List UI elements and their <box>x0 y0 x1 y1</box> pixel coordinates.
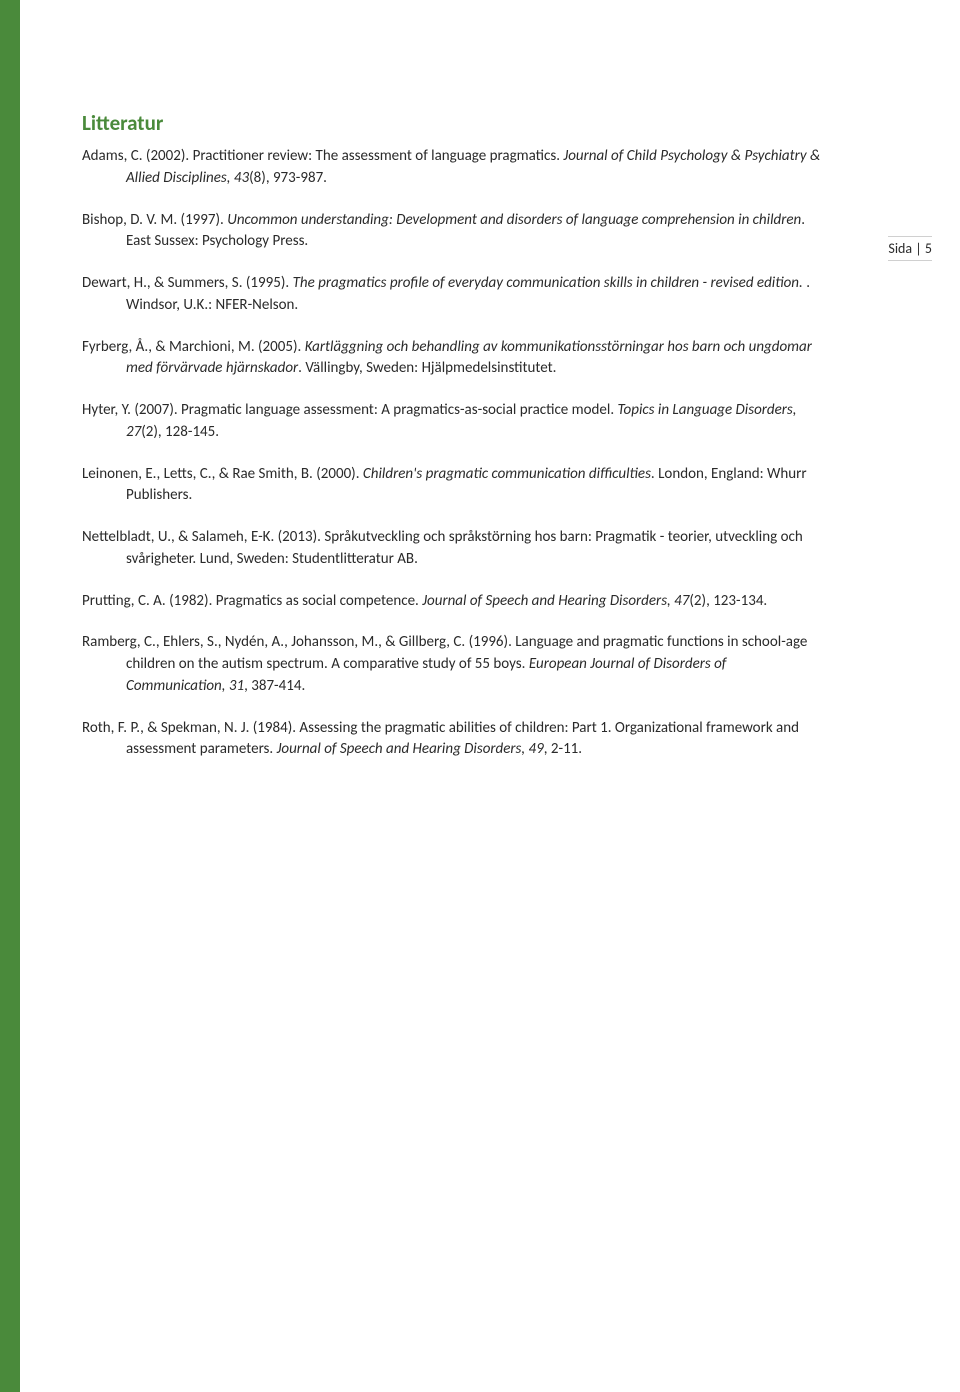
reference-prefix: Hyter, Y. (2007). Pragmatic language ass… <box>82 401 618 419</box>
reference-item: Hyter, Y. (2007). Pragmatic language ass… <box>82 400 822 444</box>
reference-suffix: . Vällingby, Sweden: Hjälpmedelsinstitut… <box>298 359 556 377</box>
reference-prefix: Bishop, D. V. M. (1997). <box>82 211 227 229</box>
reference-suffix: (2), 123-134. <box>689 592 767 610</box>
sidebar-accent <box>0 0 20 1392</box>
reference-italic: Journal of Speech and Hearing Disorders,… <box>422 592 689 610</box>
reference-prefix: Dewart, H., & Summers, S. (1995). <box>82 274 293 292</box>
reference-item: Prutting, C. A. (1982). Pragmatics as so… <box>82 591 822 613</box>
reference-italic: The pragmatics profile of everyday commu… <box>293 274 807 292</box>
content-area: Litteratur Adams, C. (2002). Practitione… <box>82 110 822 781</box>
reference-italic: Uncommon understanding: Development and … <box>227 211 801 229</box>
reference-item: Leinonen, E., Letts, C., & Rae Smith, B.… <box>82 464 822 508</box>
page-label: Sida | <box>888 240 921 257</box>
reference-italic: Journal of Speech and Hearing Disorders,… <box>277 740 544 758</box>
reference-list: Adams, C. (2002). Practitioner review: T… <box>82 146 822 761</box>
reference-prefix: Nettelbladt, U., & Salameh, E-K. (2013).… <box>82 528 803 568</box>
section-heading: Litteratur <box>82 110 822 136</box>
reference-item: Nettelbladt, U., & Salameh, E-K. (2013).… <box>82 527 822 571</box>
reference-suffix: , 387-414. <box>244 677 305 695</box>
reference-item: Bishop, D. V. M. (1997). Uncommon unders… <box>82 210 822 254</box>
page-number: 5 <box>925 240 932 257</box>
reference-prefix: Adams, C. (2002). Practitioner review: T… <box>82 147 563 165</box>
reference-suffix: (8), 973-987. <box>249 169 327 187</box>
reference-suffix: (2), 128-145. <box>141 423 219 441</box>
reference-italic: Children's pragmatic communication diffi… <box>363 465 651 483</box>
reference-item: Dewart, H., & Summers, S. (1995). The pr… <box>82 273 822 317</box>
reference-item: Adams, C. (2002). Practitioner review: T… <box>82 146 822 190</box>
reference-suffix: , 2-11. <box>544 740 582 758</box>
reference-prefix: Fyrberg, Å., & Marchioni, M. (2005). <box>82 338 305 356</box>
reference-prefix: Prutting, C. A. (1982). Pragmatics as so… <box>82 592 422 610</box>
reference-prefix: Leinonen, E., Letts, C., & Rae Smith, B.… <box>82 465 363 483</box>
reference-item: Roth, F. P., & Spekman, N. J. (1984). As… <box>82 718 822 762</box>
reference-item: Ramberg, C., Ehlers, S., Nydén, A., Joha… <box>82 632 822 697</box>
page-indicator: Sida | 5 <box>888 236 932 261</box>
reference-item: Fyrberg, Å., & Marchioni, M. (2005). Kar… <box>82 337 822 381</box>
